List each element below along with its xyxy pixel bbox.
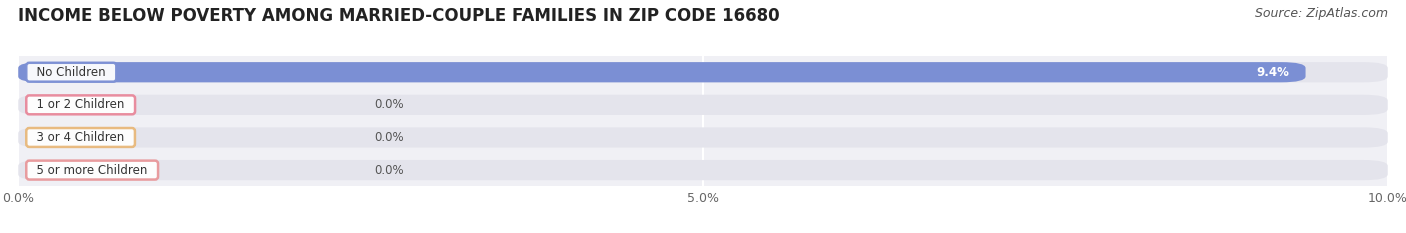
Text: Source: ZipAtlas.com: Source: ZipAtlas.com xyxy=(1254,7,1388,20)
Text: No Children: No Children xyxy=(30,66,114,79)
Text: INCOME BELOW POVERTY AMONG MARRIED-COUPLE FAMILIES IN ZIP CODE 16680: INCOME BELOW POVERTY AMONG MARRIED-COUPL… xyxy=(18,7,780,25)
Text: 3 or 4 Children: 3 or 4 Children xyxy=(30,131,132,144)
Text: 0.0%: 0.0% xyxy=(374,164,404,177)
FancyBboxPatch shape xyxy=(18,160,1388,180)
Text: 9.4%: 9.4% xyxy=(1256,66,1289,79)
Text: 0.0%: 0.0% xyxy=(374,98,404,111)
FancyBboxPatch shape xyxy=(18,127,1388,147)
Text: 0.0%: 0.0% xyxy=(374,131,404,144)
Text: 5 or more Children: 5 or more Children xyxy=(30,164,155,177)
FancyBboxPatch shape xyxy=(18,95,1388,115)
FancyBboxPatch shape xyxy=(18,62,1306,82)
Text: 1 or 2 Children: 1 or 2 Children xyxy=(30,98,132,111)
FancyBboxPatch shape xyxy=(18,62,1388,82)
